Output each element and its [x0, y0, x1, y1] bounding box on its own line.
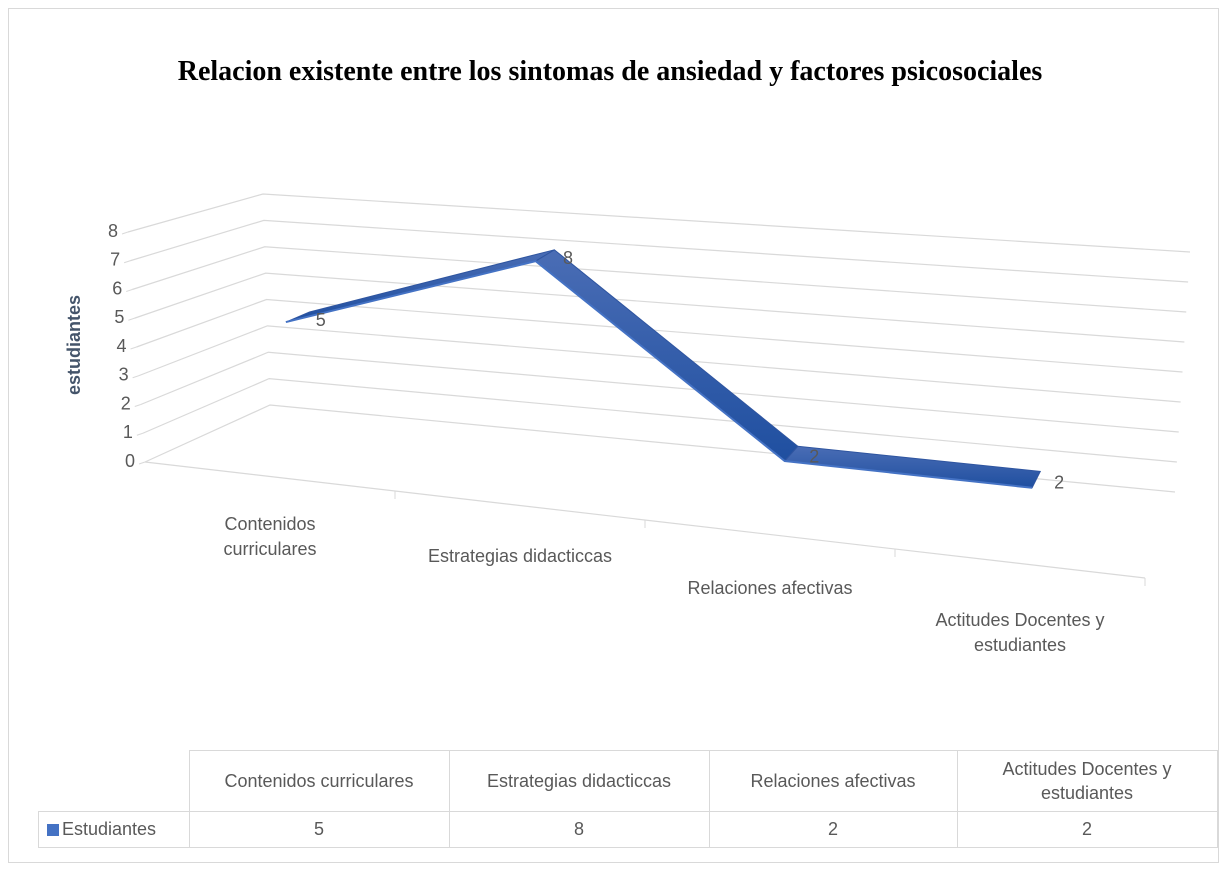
- y-tick-label: 6: [112, 278, 122, 298]
- grid-line: [142, 378, 1177, 463]
- x-tick-label: Relaciones afectivas: [687, 577, 853, 598]
- y-tick: [132, 375, 139, 379]
- table-cell: 2: [708, 810, 958, 848]
- y-tick: [134, 404, 141, 407]
- grid-line: [136, 298, 1183, 373]
- y-tick-label: 8: [108, 221, 118, 241]
- y-tick: [123, 260, 131, 264]
- data-label: 2: [1054, 472, 1064, 492]
- table-header-cell: Contenidos curriculares: [188, 750, 450, 812]
- grid-line: [138, 325, 1181, 403]
- table-header-cell: Actitudes Docentes y estudiantes: [956, 750, 1218, 812]
- y-tick: [121, 231, 129, 235]
- grid-line: [134, 272, 1185, 343]
- grid-line: [140, 351, 1179, 433]
- x-tick-label: Contenidos curriculares: [223, 513, 317, 559]
- chart-title: Relacion existente entre los sintomas de…: [177, 56, 1043, 87]
- table-cell: 8: [448, 810, 710, 848]
- y-tick: [128, 317, 135, 321]
- y-tick-label: 4: [116, 336, 126, 356]
- legend-swatch: [47, 824, 59, 836]
- y-tick-label: 2: [121, 393, 131, 413]
- y-tick-label: 7: [110, 250, 120, 270]
- y-axis-label: estudiantes: [64, 295, 84, 395]
- grid-line: [127, 193, 1191, 253]
- table-header-cell: Relaciones afectivas: [708, 750, 958, 812]
- y-tick: [136, 432, 144, 436]
- y-tick-label: 1: [123, 422, 133, 442]
- table-cell: 2: [956, 810, 1218, 848]
- y-tick-label: 5: [114, 307, 124, 327]
- legend-cell: Estudiantes: [38, 810, 190, 848]
- ribbon-segment: [783, 445, 1042, 489]
- data-label: 8: [563, 248, 573, 268]
- chart-border: [8, 8, 1219, 863]
- table-cell: 5: [188, 810, 450, 848]
- data-label: 2: [809, 446, 819, 466]
- legend-label: Estudiantes: [62, 819, 157, 839]
- grid-line: [129, 219, 1189, 283]
- table-header-row: Contenidos curriculares Estrategias didac…: [38, 750, 1218, 812]
- line: [285, 260, 1033, 489]
- y-tick: [130, 346, 137, 350]
- y-tick: [126, 289, 133, 292]
- table-row: Estudiantes 5 8 2 2: [38, 810, 1218, 848]
- y-tick-label: 3: [119, 365, 129, 385]
- table-corner: [38, 750, 190, 812]
- data-table: Contenidos curriculares Estrategias didac…: [38, 750, 1218, 848]
- y-tick-label: 0: [125, 451, 135, 471]
- table-header-cell: Estrategias didacticcas: [448, 750, 710, 812]
- data-label: 5: [316, 310, 326, 330]
- grid-line: [132, 246, 1187, 313]
- x-tick-label: Estrategias didacticcas: [427, 545, 613, 566]
- y-tick: [138, 461, 146, 465]
- x-tick-label: Actitudes Docentes y estudiantes: [935, 609, 1105, 655]
